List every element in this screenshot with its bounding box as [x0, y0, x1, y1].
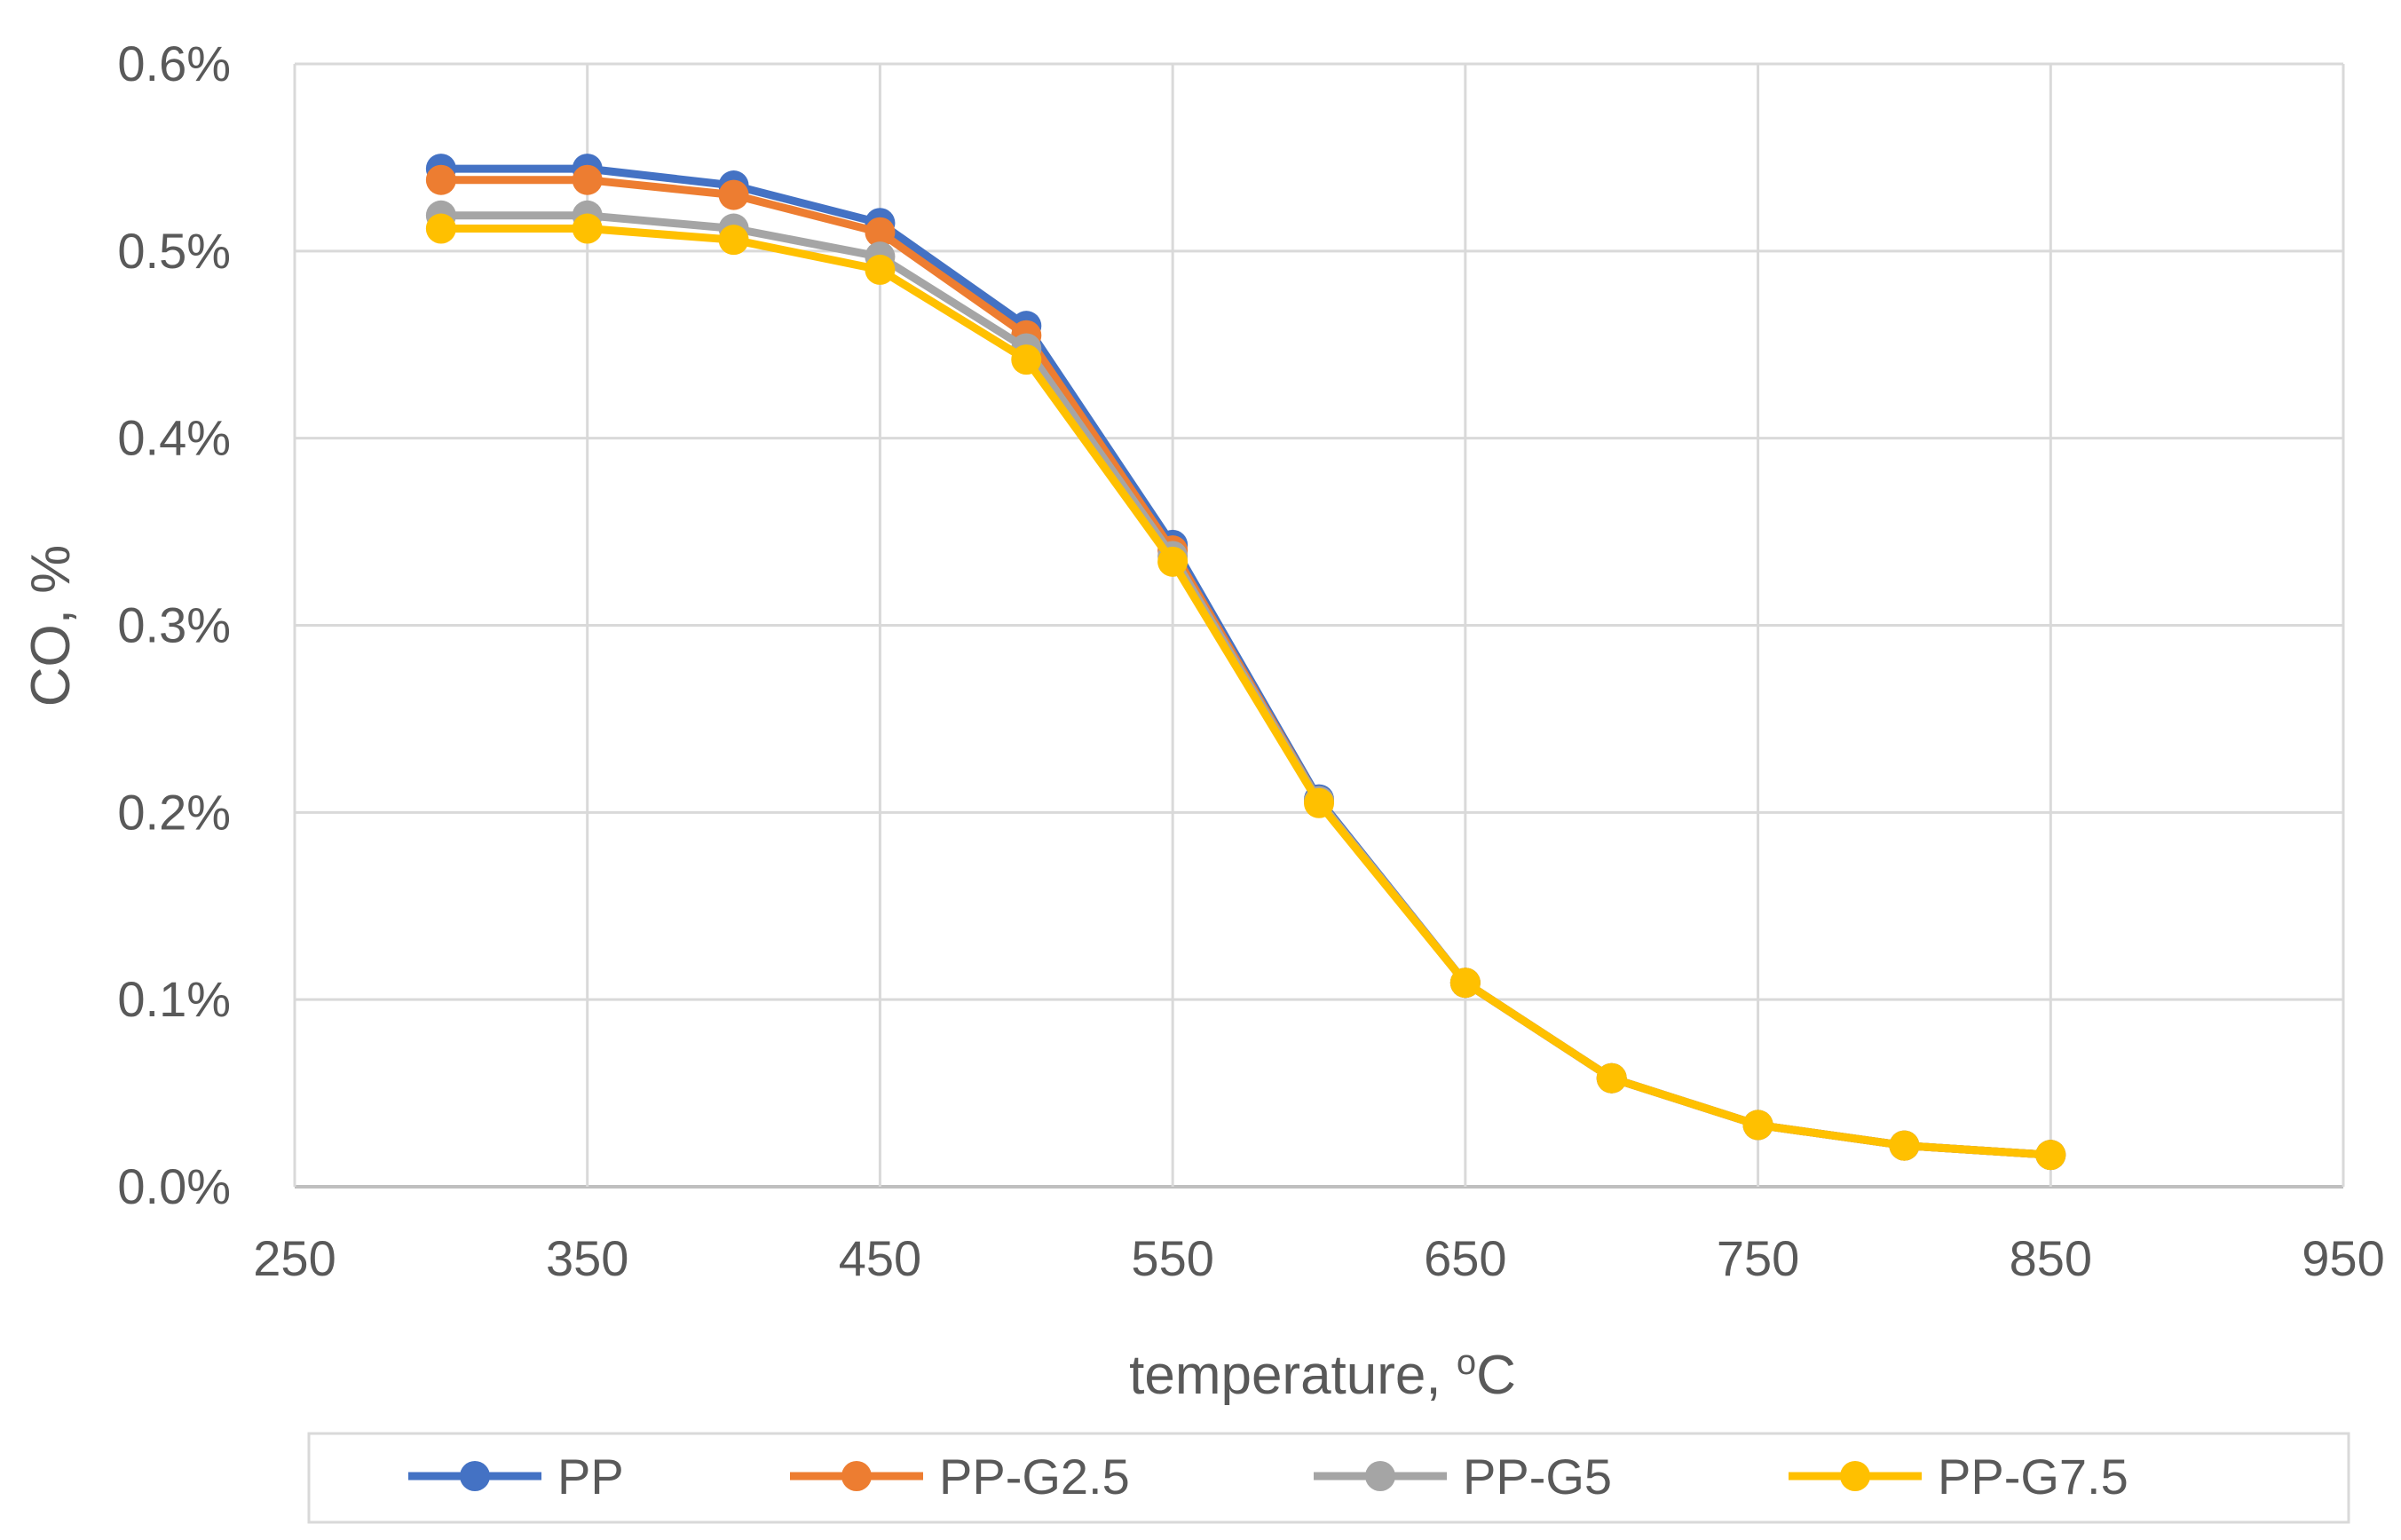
legend-marker	[460, 1461, 490, 1491]
x-axis-title-unit: C	[1476, 1345, 1516, 1406]
legend-item: PP-G7.5	[1789, 1449, 2129, 1504]
y-tick-label: 0.3%	[117, 597, 231, 653]
x-tick-label: 650	[1424, 1230, 1506, 1286]
data-point	[1011, 344, 1042, 375]
legend-label: PP	[557, 1449, 624, 1504]
data-point	[865, 254, 896, 285]
legend-marker	[1840, 1461, 1870, 1491]
x-tick-label: 750	[1717, 1230, 1799, 1286]
legend-label: PP-G2.5	[939, 1449, 1130, 1504]
legend-item: PP	[408, 1449, 624, 1504]
y-tick-label: 0.6%	[117, 36, 231, 91]
data-point	[1742, 1110, 1773, 1141]
legend: PP PP-G2.5 PP-G5 PP-G7.5	[408, 1449, 2129, 1504]
series-line	[437, 225, 2055, 1159]
y-tick-label: 0.2%	[117, 784, 231, 840]
data-point	[1304, 787, 1334, 818]
x-axis-title-superscript: o	[1457, 1343, 1476, 1382]
legend-marker	[1365, 1461, 1395, 1491]
legend-item: PP-G5	[1314, 1449, 1612, 1504]
series-PP	[425, 154, 2066, 1171]
x-tick-label: 350	[546, 1230, 628, 1286]
data-point	[1889, 1130, 1920, 1161]
data-point	[425, 213, 456, 244]
series-lines	[425, 154, 2066, 1171]
data-point	[865, 217, 896, 248]
y-tick-label: 0.1%	[117, 971, 231, 1027]
x-tick-label: 950	[2302, 1230, 2384, 1286]
x-tick-label: 850	[2010, 1230, 2092, 1286]
x-axis-title-text: temperature,	[1129, 1345, 1457, 1406]
legend-item: PP-G2.5	[790, 1449, 1130, 1504]
series-PP-G7.5	[425, 213, 2066, 1171]
data-point	[1157, 546, 1189, 577]
legend-marker	[841, 1461, 872, 1491]
x-axis-title: temperature, oC	[1129, 1343, 1516, 1406]
data-point	[1449, 967, 1481, 999]
y-axis-title: CO, %	[20, 545, 82, 707]
data-point	[1596, 1062, 1627, 1094]
legend-label: PP-G5	[1463, 1449, 1612, 1504]
data-point	[572, 213, 603, 244]
data-point	[718, 225, 749, 256]
data-point	[2035, 1140, 2066, 1171]
y-tick-label: 0.0%	[117, 1158, 231, 1214]
data-point	[572, 164, 603, 195]
series-line	[437, 164, 2055, 1159]
y-tick-label: 0.5%	[117, 223, 231, 279]
x-tick-label: 450	[839, 1230, 921, 1286]
tick-labels: 0.0% 0.1% 0.2% 0.3% 0.4% 0.5% 0.6% 250 350 450 550…	[117, 36, 2384, 1286]
data-point	[718, 179, 749, 210]
y-tick-label: 0.4%	[117, 410, 231, 466]
x-tick-label: 250	[253, 1230, 336, 1286]
data-point	[425, 164, 456, 195]
gridlines	[293, 62, 2345, 1189]
legend-label: PP-G7.5	[1938, 1449, 2129, 1504]
x-tick-label: 550	[1131, 1230, 1213, 1286]
